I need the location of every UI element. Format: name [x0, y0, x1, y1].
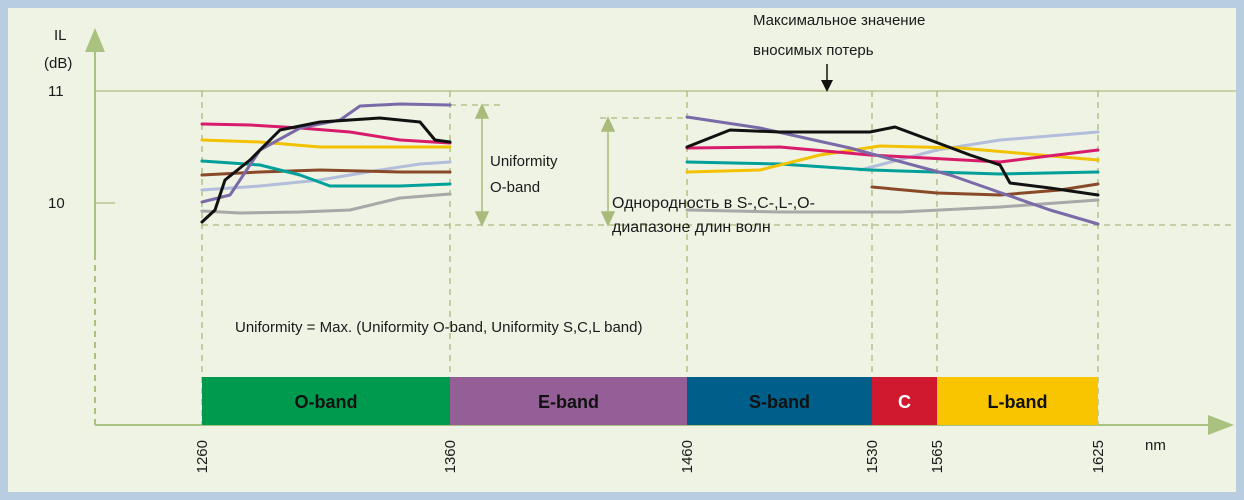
curve [200, 192, 452, 215]
band-bar [687, 377, 872, 425]
curve [200, 168, 452, 177]
band-label: E-band [538, 392, 599, 412]
curve [200, 116, 452, 224]
formula: Uniformity = Max. (Uniformity O-band, Un… [235, 319, 642, 336]
annotation: вносимых потерь [753, 42, 874, 59]
max-arrow-head [821, 80, 833, 92]
x-tick-label: 1565 [929, 440, 946, 473]
arrow-head [474, 103, 490, 119]
band-label: O-band [295, 392, 358, 412]
x-tick-label: 1625 [1090, 440, 1107, 473]
band-label: S-band [749, 392, 810, 412]
band-bar [450, 377, 687, 425]
curve [200, 160, 452, 192]
curves-left [200, 102, 452, 224]
curve [200, 138, 452, 149]
band-bar [202, 377, 450, 425]
x-arrow [1208, 415, 1234, 435]
bands [202, 377, 1098, 425]
curve [685, 144, 1100, 174]
curve [685, 145, 1100, 164]
uniformity-arrows [474, 103, 616, 227]
band-label: L-band [988, 392, 1048, 412]
y-tick-label: 10 [48, 195, 65, 212]
x-tick-label: 1360 [442, 440, 459, 473]
curve [200, 122, 452, 145]
curve [685, 160, 1100, 176]
curves-right [685, 115, 1100, 226]
x-tick-label: 1260 [194, 440, 211, 473]
curve [685, 115, 1100, 226]
curve [200, 102, 452, 204]
curve [685, 125, 1100, 197]
annotation: O-band [490, 179, 540, 196]
y-tick-label: 11 [48, 83, 64, 100]
band-label: C [898, 392, 911, 412]
y-label: IL [54, 27, 67, 44]
x-tick-label: 1530 [864, 440, 881, 473]
annotation: Однородность в S-,C-,L-,O- [612, 195, 815, 212]
band-bar [872, 377, 937, 425]
curve [870, 182, 1100, 197]
y-arrow [85, 28, 105, 52]
arrow-head [600, 211, 616, 227]
arrow-head [474, 211, 490, 227]
annotation: Максимальное значение [753, 12, 925, 29]
band-bar [937, 377, 1098, 425]
y-unit: (dB) [44, 55, 72, 72]
x-tick-label: 1460 [679, 440, 696, 473]
annotation: диапазоне длин волн [612, 219, 771, 236]
x-unit: nm [1145, 437, 1166, 454]
annotation: Uniformity [490, 153, 558, 170]
arrow-head [600, 116, 616, 132]
